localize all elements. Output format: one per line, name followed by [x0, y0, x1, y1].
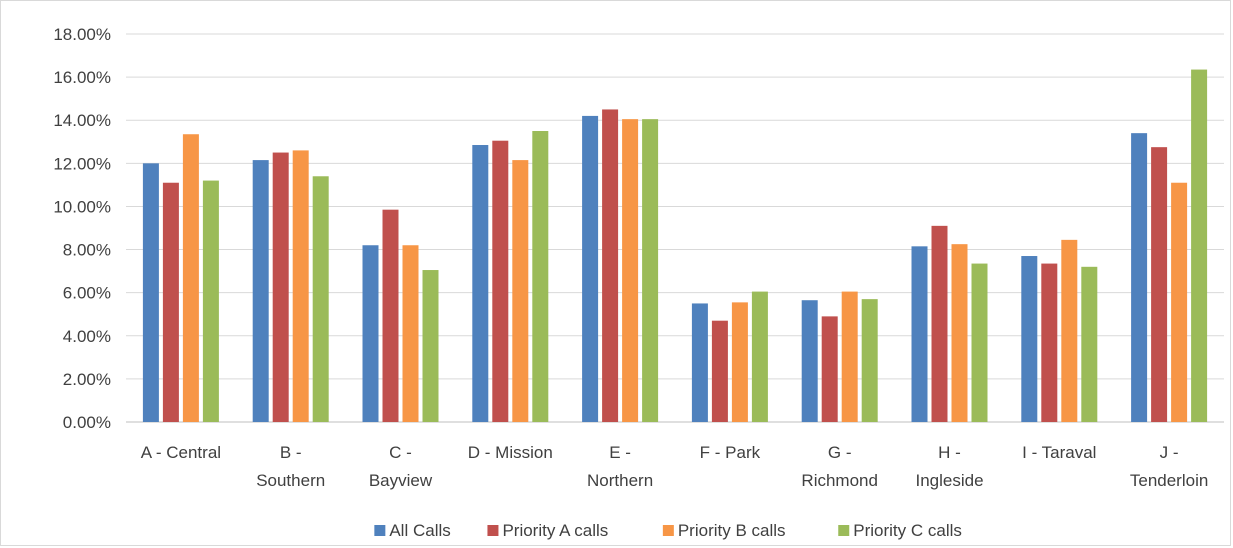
- legend-label: Priority A calls: [502, 521, 608, 540]
- bar-priority-a-calls: [492, 140, 509, 422]
- bar-priority-a-calls: [711, 320, 728, 422]
- bar-all-calls: [252, 160, 269, 422]
- x-tick-label: G -Richmond: [801, 443, 878, 490]
- y-tick-label: 6.00%: [63, 284, 111, 303]
- x-tick-label: B -Southern: [256, 443, 325, 490]
- bar-priority-b-calls: [622, 119, 639, 423]
- bar-priority-c-calls: [312, 176, 329, 422]
- legend-label: Priority B calls: [678, 521, 786, 540]
- bar-priority-a-calls: [382, 209, 399, 422]
- x-tick-label: F - Park: [700, 443, 761, 462]
- bar-priority-c-calls: [971, 263, 988, 422]
- bar-all-calls: [1021, 256, 1038, 422]
- bar-priority-b-calls: [512, 160, 529, 422]
- x-tick-label: C -Bayview: [369, 443, 433, 490]
- bar-all-calls: [362, 245, 379, 422]
- bar-priority-c-calls: [1081, 266, 1098, 422]
- y-tick-label: 18.00%: [53, 25, 111, 44]
- legend-swatch: [487, 525, 499, 536]
- bar-priority-a-calls: [821, 316, 838, 422]
- bar-priority-b-calls: [402, 245, 419, 422]
- bar-priority-a-calls: [1151, 147, 1168, 422]
- bar-all-calls: [801, 300, 818, 422]
- bar-priority-b-calls: [1061, 239, 1078, 422]
- legend-swatch: [374, 525, 386, 536]
- x-tick-label: I - Taraval: [1022, 443, 1096, 462]
- gridlines: [126, 33, 1224, 423]
- bar-all-calls: [582, 115, 599, 423]
- bar-priority-a-calls: [931, 225, 948, 422]
- bars: [142, 69, 1208, 423]
- bar-all-calls: [691, 303, 708, 422]
- bar-priority-b-calls: [841, 291, 858, 422]
- y-axis-ticks: 0.00% 2.00% 4.00% 6.00% 8.00% 10.00% 12.00% 14.…: [53, 25, 111, 432]
- y-tick-label: 0.00%: [63, 413, 111, 432]
- x-tick-label: D - Mission: [468, 443, 553, 462]
- bar-priority-b-calls: [182, 134, 199, 422]
- bar-priority-c-calls: [202, 180, 219, 422]
- bar-priority-b-calls: [951, 244, 968, 422]
- legend-label: All Calls: [389, 521, 450, 540]
- legend-swatch: [662, 525, 674, 536]
- bar-priority-b-calls: [731, 302, 748, 422]
- bar-all-calls: [142, 163, 159, 423]
- bar-priority-c-calls: [751, 291, 768, 422]
- y-tick-label: 10.00%: [53, 197, 111, 216]
- x-tick-label: J -Tenderloin: [1130, 443, 1208, 490]
- bar-priority-c-calls: [1191, 69, 1208, 423]
- x-axis-ticks: A - Central B -Southern C -Bayview D - Miss…: [141, 443, 1209, 490]
- bar-all-calls: [1131, 133, 1148, 422]
- y-tick-label: 14.00%: [53, 111, 111, 130]
- bar-priority-a-calls: [602, 109, 619, 422]
- x-tick-label: H -Ingleside: [915, 443, 983, 490]
- y-tick-label: 16.00%: [53, 68, 111, 87]
- bar-priority-c-calls: [532, 131, 549, 422]
- bar-all-calls: [911, 246, 928, 422]
- legend: All Calls Priority A calls Priority B call…: [374, 521, 962, 540]
- bar-priority-a-calls: [162, 182, 179, 422]
- x-tick-label: A - Central: [141, 443, 221, 462]
- bar-priority-b-calls: [1171, 182, 1188, 422]
- legend-swatch: [838, 525, 850, 536]
- y-tick-label: 4.00%: [63, 327, 111, 346]
- y-tick-label: 12.00%: [53, 154, 111, 173]
- bar-priority-c-calls: [422, 270, 439, 422]
- bar-priority-a-calls: [272, 152, 289, 423]
- bar-priority-a-calls: [1041, 263, 1058, 422]
- legend-label: Priority C calls: [853, 521, 962, 540]
- bar-all-calls: [472, 145, 489, 422]
- x-tick-label: E -Northern: [587, 443, 653, 490]
- y-tick-label: 8.00%: [63, 241, 111, 260]
- bar-priority-c-calls: [642, 119, 659, 423]
- bar-priority-b-calls: [292, 150, 309, 422]
- bar-priority-c-calls: [861, 299, 878, 422]
- y-tick-label: 2.00%: [63, 370, 111, 389]
